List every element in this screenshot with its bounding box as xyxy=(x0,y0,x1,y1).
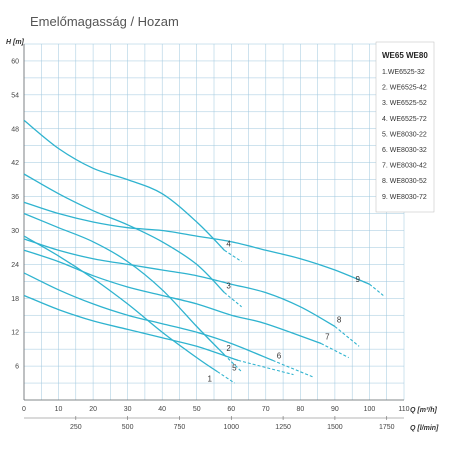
curve-4 xyxy=(23,119,225,251)
legend-item-4: 4. WE6525-72 xyxy=(382,116,427,123)
y-tick-label: 48 xyxy=(11,126,19,133)
curve-label-4: 4 xyxy=(226,239,231,248)
grid xyxy=(23,43,405,419)
legend-item-6: 6. WE8030-32 xyxy=(382,147,427,154)
y-tick-label: 24 xyxy=(11,262,19,269)
curve-2 xyxy=(23,212,225,356)
x2-tick-label: 1000 xyxy=(223,424,239,431)
legend-box xyxy=(375,41,435,213)
x2-tick-label: 500 xyxy=(122,424,134,431)
x-tick-label: 80 xyxy=(296,406,304,413)
x-tick-label: 20 xyxy=(89,406,97,413)
y-tick-label: 54 xyxy=(11,92,19,99)
curve-1 xyxy=(23,235,218,373)
x-tick-label: 60 xyxy=(227,406,235,413)
x-axis-label: Q [m³/h] xyxy=(410,407,437,414)
curve-label-7: 7 xyxy=(325,332,330,341)
x2-tick-label: 750 xyxy=(174,424,186,431)
legend-item-9: 9. WE8030-72 xyxy=(382,194,427,201)
x2-tick-label: 1500 xyxy=(327,424,343,431)
curve-3 xyxy=(23,173,225,294)
curve-5 xyxy=(23,294,239,362)
x-tick-label: 50 xyxy=(193,406,201,413)
legend-item-7: 7. WE8030-42 xyxy=(382,163,427,170)
legend-item-3: 3. WE6525-52 xyxy=(382,100,427,107)
curve-6 xyxy=(23,272,273,362)
y-tick-labels: 6 12 18 24 30 36 42 48 54 60 xyxy=(11,58,19,370)
x-tick-labels: 0 10 20 30 40 50 60 70 80 90 100 110 xyxy=(22,406,410,413)
curve-4-dashed-extension xyxy=(224,249,242,263)
x2-tick-label: 1750 xyxy=(379,424,395,431)
curve-labels: 1 2 3 4 5 6 78 9 xyxy=(207,239,360,383)
legend-items: 1.WE6525-32 2. WE6525-42 3. WE6525-52 4. WE… xyxy=(382,69,427,201)
x2-tick-label: 1250 xyxy=(275,424,291,431)
y-tick-label: 36 xyxy=(11,194,19,201)
legend-header-we80: WE80 xyxy=(406,51,428,60)
y-tick-label: 42 xyxy=(11,160,19,167)
x-tick-label: 10 xyxy=(55,406,63,413)
curve-6-dashed-extension xyxy=(272,359,315,378)
legend: WE65 WE80 1.WE6525-32 2. WE6525-42 3. WE65… xyxy=(375,41,435,213)
x-tick-label: 110 xyxy=(398,406,409,413)
x2-tick-labels: 250 500 750 1000 1250 1500 1750 xyxy=(70,416,395,431)
chart-title: Emelőmagasság / Hozam xyxy=(30,14,179,29)
curve-9 xyxy=(23,201,370,285)
x-tick-label: 70 xyxy=(262,406,270,413)
x-tick-label: 0 xyxy=(22,406,26,413)
curve-9-dashed-extension xyxy=(369,283,384,296)
curve-label-9: 9 xyxy=(355,275,360,284)
x-tick-label: 100 xyxy=(364,406,376,413)
curve-8 xyxy=(23,238,336,328)
y-tick-label: 12 xyxy=(11,330,19,337)
x-tick-label: 30 xyxy=(124,406,132,413)
x-tick-label: 90 xyxy=(331,406,339,413)
x2-axis-label: Q [l/min] xyxy=(410,425,439,432)
y-tick-label: 30 xyxy=(11,228,19,235)
legend-header-we65: WE65 xyxy=(382,51,404,60)
curve-label-6: 6 xyxy=(277,351,282,360)
y-tick-label: 60 xyxy=(11,58,19,65)
legend-item-5: 5. WE8030-22 xyxy=(382,131,427,138)
curve-3-dashed-extension xyxy=(224,292,242,308)
legend-item-2: 2. WE6525-42 xyxy=(382,85,427,92)
y-tick-label: 18 xyxy=(11,296,19,303)
y-tick-label: 6 xyxy=(15,364,19,371)
curve-8-dashed-extension xyxy=(334,326,360,347)
y-axis-label: H [m] xyxy=(6,39,25,46)
curve-1-dashed-extension xyxy=(217,371,235,384)
curve-label-3: 3 xyxy=(226,282,231,291)
x2-tick-label: 250 xyxy=(70,424,82,431)
curve-7 xyxy=(23,249,322,345)
legend-item-8: 8. WE8030-52 xyxy=(382,178,427,185)
x-tick-label: 40 xyxy=(158,406,166,413)
curve-label-5: 5 xyxy=(232,363,237,372)
legend-item-1: 1.WE6525-32 xyxy=(382,69,425,76)
curve-label-8: 8 xyxy=(337,316,342,325)
curve-label-2: 2 xyxy=(226,344,231,353)
curve-7-dashed-extension xyxy=(320,343,349,359)
curve-label-1: 1 xyxy=(207,375,212,384)
curves xyxy=(23,119,384,384)
